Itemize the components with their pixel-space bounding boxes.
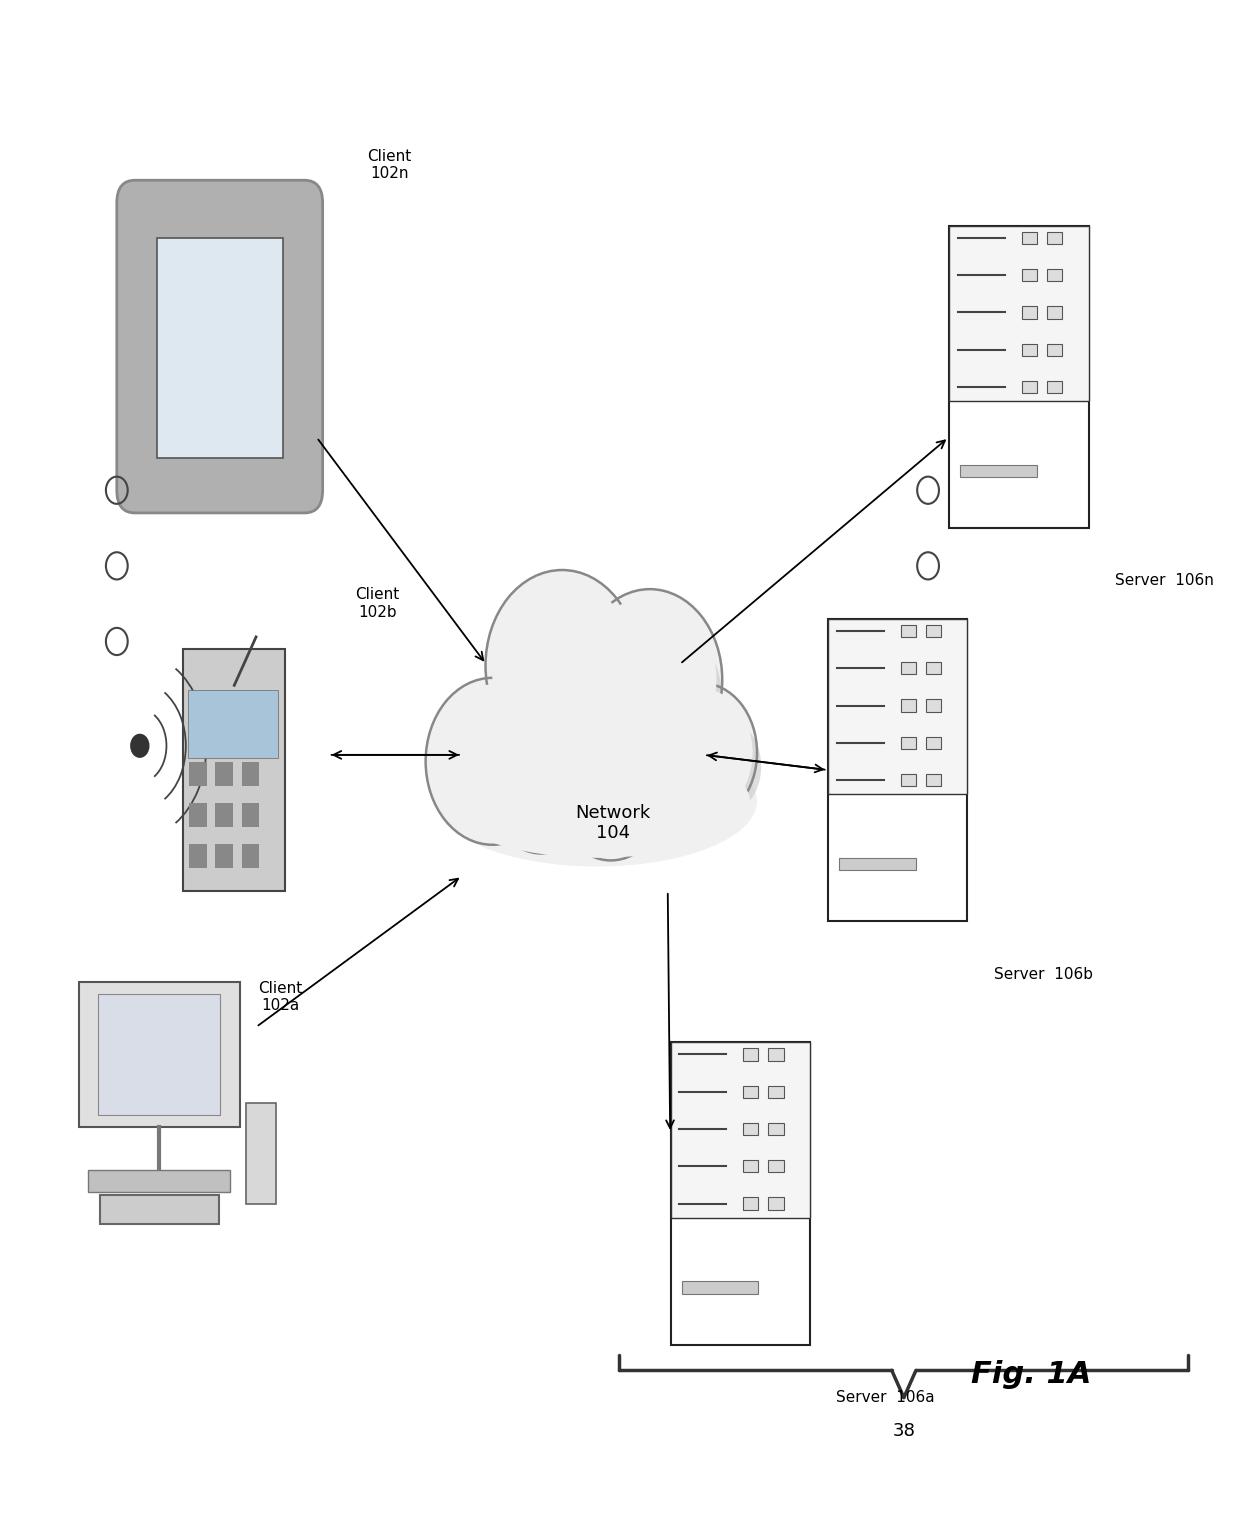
Bar	[743, 1123, 759, 1135]
Text: Client
102n: Client 102n	[367, 149, 412, 182]
Circle shape	[491, 578, 632, 753]
Bar	[1022, 231, 1037, 243]
Bar	[828, 619, 967, 921]
Bar	[216, 844, 233, 869]
Bar	[950, 225, 1089, 528]
Bar	[242, 802, 259, 827]
Bar	[769, 1160, 784, 1172]
Circle shape	[486, 570, 639, 761]
Bar	[1022, 380, 1037, 393]
Text: Network
104: Network 104	[575, 804, 651, 842]
Bar	[769, 1086, 784, 1098]
Bar	[900, 775, 916, 787]
Circle shape	[646, 684, 758, 822]
Circle shape	[492, 727, 590, 849]
Bar	[216, 721, 233, 745]
Bar	[925, 625, 941, 638]
Bar	[190, 844, 207, 869]
Circle shape	[130, 733, 150, 758]
Circle shape	[425, 678, 559, 845]
Bar	[1047, 306, 1061, 319]
Bar	[961, 465, 1037, 477]
Bar	[743, 1198, 759, 1210]
Bar	[78, 981, 239, 1127]
Bar	[671, 1043, 810, 1218]
Circle shape	[489, 721, 594, 853]
Bar	[1022, 270, 1037, 282]
Text: 38: 38	[893, 1421, 915, 1440]
Bar	[1047, 343, 1061, 356]
Circle shape	[432, 684, 554, 838]
Bar	[900, 625, 916, 638]
Circle shape	[559, 727, 662, 855]
Text: Client
102a: Client 102a	[258, 981, 303, 1013]
Bar	[925, 736, 941, 748]
Ellipse shape	[444, 745, 750, 858]
Bar	[769, 1198, 784, 1210]
Bar	[98, 993, 221, 1115]
Bar	[1047, 270, 1061, 282]
Bar	[1047, 380, 1061, 393]
Bar	[1047, 231, 1061, 243]
FancyBboxPatch shape	[117, 180, 322, 513]
Bar	[242, 844, 259, 869]
Bar	[900, 736, 916, 748]
Bar	[190, 802, 207, 827]
Text: Server  106n: Server 106n	[1115, 573, 1214, 588]
Bar	[743, 1049, 759, 1061]
Circle shape	[556, 721, 667, 861]
Ellipse shape	[436, 736, 758, 867]
Bar	[187, 690, 278, 758]
Text: Fig. 1A: Fig. 1A	[971, 1360, 1091, 1389]
Bar	[925, 775, 941, 787]
Bar	[216, 802, 233, 827]
Bar	[682, 1281, 759, 1294]
Bar	[743, 1160, 759, 1172]
Bar	[190, 762, 207, 785]
Bar	[1022, 306, 1037, 319]
Circle shape	[683, 718, 761, 815]
Bar	[216, 762, 233, 785]
Text: Server  106b: Server 106b	[993, 967, 1092, 981]
Bar	[671, 1043, 810, 1344]
Bar	[839, 858, 916, 870]
Bar	[88, 1170, 231, 1192]
Bar	[769, 1049, 784, 1061]
Bar	[828, 619, 967, 795]
Text: Server  106a: Server 106a	[836, 1391, 935, 1404]
Bar	[156, 239, 283, 457]
Bar	[925, 699, 941, 711]
Circle shape	[620, 630, 722, 756]
Bar	[100, 1195, 218, 1224]
Bar	[242, 762, 259, 785]
Circle shape	[583, 596, 717, 762]
Bar	[184, 648, 285, 892]
Bar	[900, 662, 916, 675]
Bar	[925, 662, 941, 675]
Circle shape	[578, 590, 722, 770]
Bar	[743, 1086, 759, 1098]
Bar	[190, 721, 207, 745]
Text: Client
102b: Client 102b	[355, 587, 399, 621]
Bar	[1022, 343, 1037, 356]
Bar	[242, 721, 259, 745]
Circle shape	[650, 688, 753, 816]
Bar	[246, 1103, 277, 1204]
Bar	[900, 699, 916, 711]
Bar	[769, 1123, 784, 1135]
Bar	[950, 225, 1089, 400]
